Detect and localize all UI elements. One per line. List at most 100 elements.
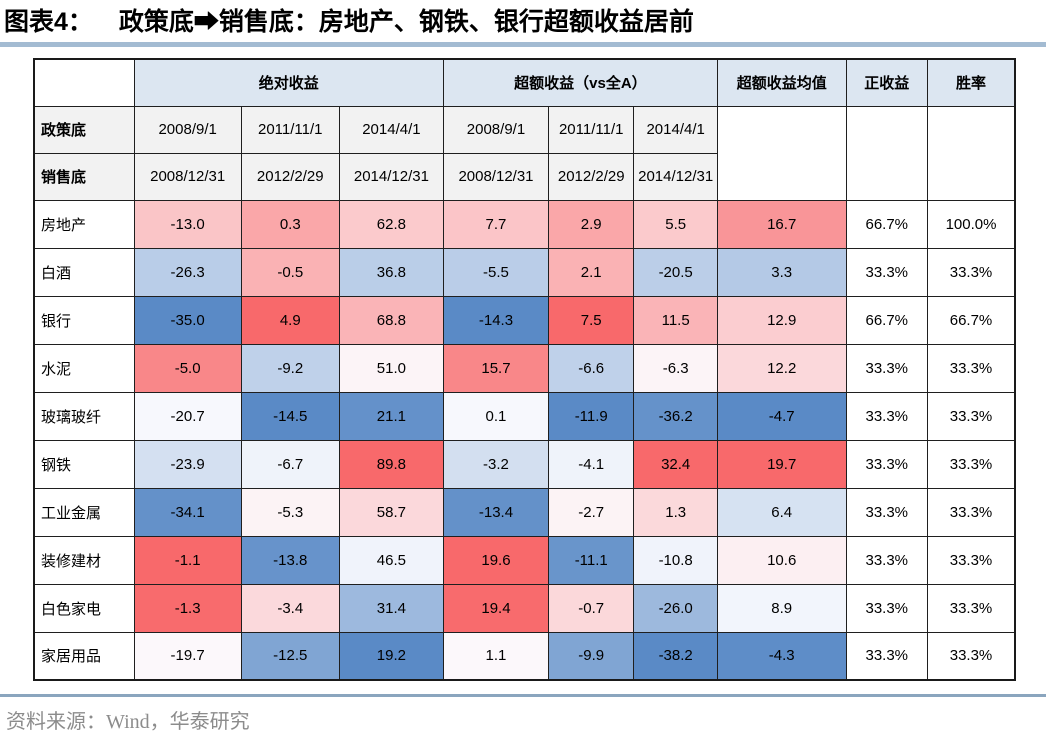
value-cell: -14.5 (240, 391, 340, 441)
group-header-row: 绝对收益 超额收益（vs全A） 超额收益均值 正收益 胜率 (33, 58, 1016, 107)
value-cell: -13.8 (240, 535, 340, 585)
value-cell: -1.3 (133, 583, 242, 633)
table-row: 家居用品 -19.7 -12.5 19.2 1.1 -9.9 -38.2 -4.3 33.3% 3… (33, 631, 1016, 681)
value-cell: 32.4 (633, 439, 718, 489)
value-cell: 5.5 (633, 199, 718, 249)
table-row: 白酒 -26.3 -0.5 36.8 -5.5 2.1 -20.5 3.3 33.3% 33.3% (33, 247, 1016, 297)
sales-date-cell: 2014/12/31 (633, 152, 718, 201)
footer-divider (0, 694, 1046, 697)
mean-cell: 3.3 (716, 247, 847, 297)
table-row: 装修建材 -1.1 -13.8 46.5 19.6 -11.1 -10.8 10.6 33.3%… (33, 535, 1016, 585)
sector-label: 装修建材 (33, 535, 135, 585)
source-note: 资料来源：Wind，华泰研究 (6, 711, 250, 733)
sector-label: 白酒 (33, 247, 135, 297)
sector-label: 银行 (33, 295, 135, 345)
positive-rate-cell: 66.7% (845, 199, 929, 249)
win-rate-cell: 33.3% (927, 391, 1016, 441)
value-cell: -5.0 (133, 343, 242, 393)
positive-rate-cell: 33.3% (845, 487, 929, 537)
win-rate-cell: 33.3% (927, 487, 1016, 537)
positive-rate-cell: 33.3% (845, 535, 929, 585)
mean-cell: 19.7 (716, 439, 847, 489)
win-rate-cell: 33.3% (927, 343, 1016, 393)
win-rate-cell: 33.3% (927, 439, 1016, 489)
value-cell: 31.4 (338, 583, 444, 633)
value-cell: 19.4 (442, 583, 550, 633)
value-cell: -2.7 (548, 487, 635, 537)
group-header-excess: 超额收益（vs全A） (442, 58, 718, 107)
sector-label: 钢铁 (33, 439, 135, 489)
sales-bottom-row: 销售底 2008/12/31 2012/2/29 2014/12/31 2008… (33, 152, 1015, 201)
sector-label: 家居用品 (33, 631, 135, 681)
table-row: 工业金属 -34.1 -5.3 58.7 -13.4 -2.7 1.3 6.4 33.3% 33.… (33, 487, 1016, 537)
value-cell: -26.3 (133, 247, 242, 297)
value-cell: 2.1 (548, 247, 635, 297)
win-rate-cell: 66.7% (927, 295, 1016, 345)
table-container: 绝对收益 超额收益（vs全A） 超额收益均值 正收益 胜率 政策底 2008/9… (33, 58, 1016, 681)
value-cell: 7.7 (442, 199, 550, 249)
value-cell: 7.5 (548, 295, 635, 345)
value-cell: 68.8 (338, 295, 444, 345)
value-cell: -23.9 (133, 439, 242, 489)
policy-date-cell: 2011/11/1 (240, 105, 340, 154)
value-cell: -13.0 (133, 199, 242, 249)
value-cell: 89.8 (338, 439, 444, 489)
positive-rate-cell: 33.3% (845, 631, 929, 681)
value-cell: -0.5 (240, 247, 340, 297)
value-cell: -19.7 (133, 631, 242, 681)
value-cell: 21.1 (338, 391, 444, 441)
value-cell: -5.3 (240, 487, 340, 537)
value-cell: -35.0 (133, 295, 242, 345)
table-row: 玻璃玻纤 -20.7 -14.5 21.1 0.1 -11.9 -36.2 -4.7 33.3%… (33, 391, 1016, 441)
table-row: 白色家电 -1.3 -3.4 31.4 19.4 -0.7 -26.0 8.9 33.3% 33.… (33, 583, 1016, 633)
group-header-win-rate: 胜率 (927, 58, 1016, 107)
mean-cell: 12.2 (716, 343, 847, 393)
sector-label: 房地产 (33, 199, 135, 249)
value-cell: -20.5 (633, 247, 718, 297)
value-cell: -11.1 (548, 535, 635, 585)
policy-date-cell: 2008/9/1 (133, 105, 242, 154)
value-cell: -10.8 (633, 535, 718, 585)
value-cell: 58.7 (338, 487, 444, 537)
mean-cell: 10.6 (716, 535, 847, 585)
mean-cell: 12.9 (716, 295, 847, 345)
value-cell: -4.1 (548, 439, 635, 489)
value-cell: 0.3 (240, 199, 340, 249)
mean-cell: -4.3 (716, 631, 847, 681)
table-row: 钢铁 -23.9 -6.7 89.8 -3.2 -4.1 32.4 19.7 33.3% 33.3… (33, 439, 1016, 489)
value-cell: -9.2 (240, 343, 340, 393)
value-cell: -20.7 (133, 391, 242, 441)
sales-date-cell: 2008/12/31 (133, 152, 242, 201)
sector-label: 水泥 (33, 343, 135, 393)
empty-cell (716, 105, 847, 201)
value-cell: -9.9 (548, 631, 635, 681)
excess-returns-table: 绝对收益 超额收益（vs全A） 超额收益均值 正收益 胜率 政策底 2008/9… (33, 58, 1016, 681)
win-rate-cell: 33.3% (927, 247, 1016, 297)
positive-rate-cell: 33.3% (845, 391, 929, 441)
mean-cell: 8.9 (716, 583, 847, 633)
win-rate-cell: 33.3% (927, 535, 1016, 585)
value-cell: 4.9 (240, 295, 340, 345)
row-header-sales: 销售底 (33, 152, 135, 201)
positive-rate-cell: 33.3% (845, 343, 929, 393)
value-cell: -26.0 (633, 583, 718, 633)
positive-rate-cell: 66.7% (845, 295, 929, 345)
value-cell: -12.5 (240, 631, 340, 681)
sales-date-cell: 2014/12/31 (338, 152, 444, 201)
value-cell: -0.7 (548, 583, 635, 633)
sector-label: 工业金属 (33, 487, 135, 537)
group-header-absolute: 绝对收益 (133, 58, 444, 107)
value-cell: -6.3 (633, 343, 718, 393)
group-header-positive: 正收益 (845, 58, 929, 107)
value-cell: 11.5 (633, 295, 718, 345)
value-cell: 46.5 (338, 535, 444, 585)
value-cell: -6.7 (240, 439, 340, 489)
figure-title-text: 政策底➡销售底：房地产、钢铁、银行超额收益居前 (118, 8, 694, 36)
positive-rate-cell: 33.3% (845, 247, 929, 297)
value-cell: -14.3 (442, 295, 550, 345)
value-cell: -11.9 (548, 391, 635, 441)
value-cell: -3.4 (240, 583, 340, 633)
value-cell: 36.8 (338, 247, 444, 297)
value-cell: 2.9 (548, 199, 635, 249)
